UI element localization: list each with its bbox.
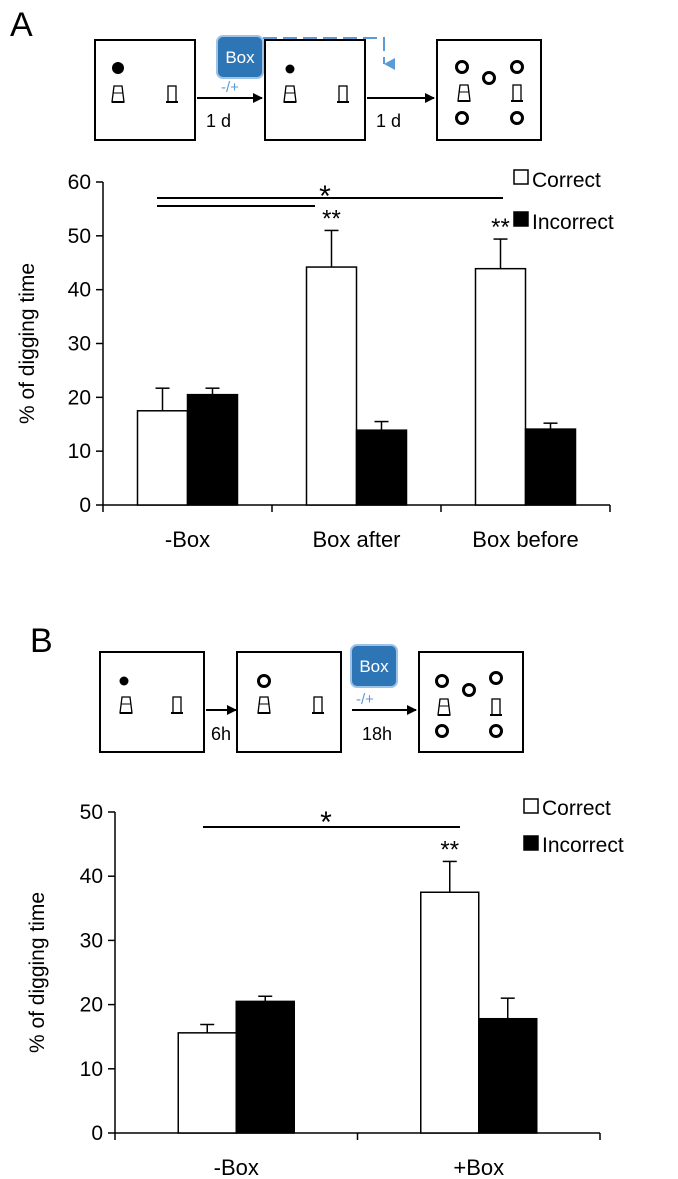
arena-2 (264, 39, 366, 141)
empty-well-icon (455, 60, 469, 74)
dashed-arrow-icon (263, 37, 395, 70)
landmark-icon (119, 696, 133, 714)
x-category-label: Box after (312, 527, 400, 552)
chart-a: 0 10 20 30 40 50 60 % of digging time -Box Box af… (16, 169, 614, 552)
y-tick-label: 40 (80, 865, 103, 888)
y-tick-label: 20 (80, 994, 103, 1017)
significance-double-star: ** (440, 836, 459, 863)
y-tick-label: 40 (68, 279, 91, 302)
bar-correct (136, 410, 189, 506)
legend-label: Correct (532, 169, 601, 192)
filled-well-icon (112, 62, 124, 74)
arrow-1-label: 6h (211, 724, 231, 744)
empty-well-icon (455, 111, 469, 125)
bar-correct (305, 266, 358, 506)
landmark-icon (312, 696, 324, 714)
significance-star: * (320, 806, 332, 839)
bar-incorrect (478, 1017, 538, 1134)
landmark-icon (437, 698, 451, 716)
arena-1 (94, 39, 196, 141)
filled-well-icon (119, 676, 129, 686)
landmark-icon (337, 85, 349, 103)
y-axis-label: % of digging time (26, 892, 49, 1053)
bar-correct (420, 891, 480, 1134)
empty-well-icon (482, 71, 496, 85)
empty-well-icon (435, 724, 449, 738)
empty-well-icon (435, 674, 449, 688)
arrow-2-label: 18h (362, 724, 392, 744)
box-tile-label: Box (359, 657, 389, 676)
significance-double-star: ** (322, 205, 341, 232)
landmark-icon (490, 698, 502, 716)
empty-well-icon (489, 724, 503, 738)
landmark-icon (257, 696, 271, 714)
y-tick-label: 0 (79, 494, 91, 517)
empty-well-icon (510, 60, 524, 74)
x-category-label: -Box (214, 1155, 259, 1179)
box-tile-label: Box (225, 48, 255, 67)
legend-swatch-incorrect (513, 211, 529, 227)
x-category-label: +Box (453, 1155, 504, 1179)
box-tile-sublabel: -/+ (356, 691, 374, 708)
y-tick-label: 50 (80, 801, 103, 824)
y-tick-label: 20 (68, 386, 91, 409)
legend-label: Incorrect (532, 211, 614, 234)
landmark-icon (457, 84, 471, 102)
bar-incorrect (355, 429, 408, 506)
arena-3 (436, 39, 542, 141)
landmark-icon (171, 696, 183, 714)
box-tile (216, 35, 264, 79)
landmark-icon (511, 84, 523, 102)
empty-well-icon (510, 111, 524, 125)
y-tick-label: 30 (68, 333, 91, 356)
filled-well-icon (285, 64, 295, 74)
panel-a-label: A (10, 6, 33, 44)
y-tick-label: 60 (68, 171, 91, 194)
landmark-icon (166, 85, 178, 103)
box-tile-sublabel: -/+ (221, 79, 239, 96)
legend-swatch-incorrect (523, 835, 539, 851)
arena-2 (236, 651, 342, 753)
landmark-icon (111, 85, 125, 103)
significance-double-star: ** (491, 214, 510, 241)
legend-label: Incorrect (542, 834, 624, 857)
bar-incorrect (524, 428, 577, 506)
significance-star: * (319, 180, 331, 213)
panel-a-schematic: 1 d Box -/+ 1 d (94, 35, 542, 141)
y-tick-label: 10 (80, 1058, 103, 1081)
panel-b-schematic: 6h Box -/+ 18h (99, 644, 524, 753)
empty-well-icon (462, 683, 476, 697)
y-axis-label: % of digging time (16, 263, 39, 424)
arena-3 (418, 651, 524, 753)
legend-swatch-correct (523, 798, 539, 814)
bar-incorrect (235, 1000, 295, 1134)
arrow-1-label: 1 d (206, 111, 231, 131)
bar-correct (474, 267, 527, 506)
x-category-label: -Box (165, 527, 210, 552)
box-tile (350, 644, 398, 688)
y-tick-label: 50 (68, 225, 91, 248)
y-tick-label: 0 (91, 1122, 103, 1145)
bar-correct (177, 1032, 237, 1134)
arena-1 (99, 651, 205, 753)
landmark-icon (283, 85, 297, 103)
legend-swatch-correct (513, 169, 529, 185)
panel-b-label: B (30, 622, 53, 660)
y-tick-label: 10 (68, 440, 91, 463)
arrow-2-label: 1 d (376, 111, 401, 131)
legend-label: Correct (542, 797, 611, 820)
empty-well-icon (489, 671, 503, 685)
empty-well-icon (257, 674, 271, 688)
x-category-label: Box before (472, 527, 578, 552)
y-tick-label: 30 (80, 929, 103, 952)
bar-incorrect (186, 393, 239, 506)
